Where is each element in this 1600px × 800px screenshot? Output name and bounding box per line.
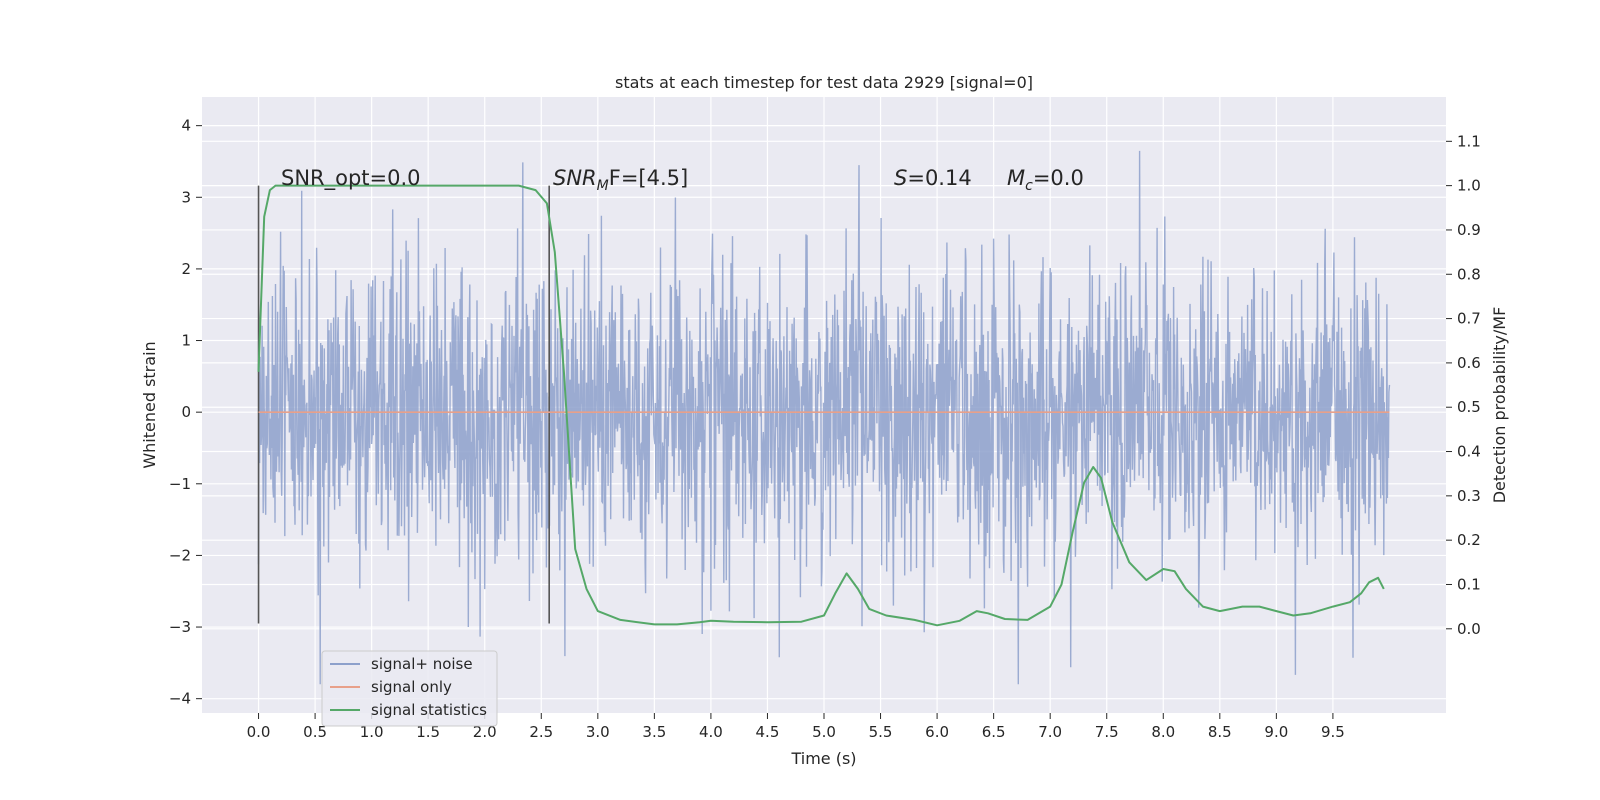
x-tick-label: 6.5 xyxy=(982,723,1006,741)
x-tick-label: 5.5 xyxy=(869,723,893,741)
y-axis-label: Whitened strain xyxy=(140,341,159,468)
x-tick-label: 8.0 xyxy=(1151,723,1175,741)
x-axis-ticks: 0.0 0.5 1.0 1.5 2.0 2.5 3.0 3.5 4.0 4.5 5.0 5.5 6.0 6… xyxy=(247,713,1345,741)
x-tick-label: 2.5 xyxy=(529,723,553,741)
y2-tick-label: 0.6 xyxy=(1457,354,1481,372)
marker-lines xyxy=(257,185,550,624)
y2-tick-label: 0.3 xyxy=(1457,487,1481,505)
annotation-snr-mf: SNRMF=[4.5] xyxy=(553,166,688,194)
y-axis-ticks: −4 −3 −2 −1 0 1 2 3 4 xyxy=(169,117,202,708)
y-tick-label: 4 xyxy=(181,117,191,135)
x-tick-label: 1.0 xyxy=(360,723,384,741)
y2-tick-label: 0.2 xyxy=(1457,531,1481,549)
series-signal-noise xyxy=(257,150,1391,685)
legend: signal+ noise signal only signal statist… xyxy=(321,650,498,727)
y2-axis-ticks: 0.0 0.1 0.2 0.3 0.4 0.5 0.6 0.7 0.8 0.9 1.0 1.1 xyxy=(1446,132,1481,638)
y2-tick-label: 1.0 xyxy=(1457,177,1481,195)
y2-tick-label: 0.9 xyxy=(1457,221,1481,239)
y2-tick-label: 0.1 xyxy=(1457,575,1481,593)
y-tick-label: −2 xyxy=(169,546,191,564)
x-tick-label: 1.5 xyxy=(416,723,440,741)
y2-axis-label: Detection probability/MF xyxy=(1490,307,1509,504)
x-axis-label: Time (s) xyxy=(790,749,856,768)
y-tick-label: 3 xyxy=(181,188,191,206)
y2-tick-label: 0.7 xyxy=(1457,310,1481,328)
y2-tick-label: 0.0 xyxy=(1457,620,1481,638)
y2-tick-label: 0.5 xyxy=(1457,398,1481,416)
x-tick-label: 0.0 xyxy=(247,723,271,741)
x-tick-label: 3.5 xyxy=(642,723,666,741)
x-tick-label: 4.5 xyxy=(756,723,780,741)
y-tick-label: −1 xyxy=(169,475,191,493)
y2-tick-label: 0.8 xyxy=(1457,265,1481,283)
y2-tick-label: 1.1 xyxy=(1457,132,1481,150)
x-tick-label: 0.5 xyxy=(303,723,327,741)
annotation-snr-opt: SNR_opt=0.0 xyxy=(281,166,421,191)
x-tick-label: 4.0 xyxy=(699,723,723,741)
series-signal-statistics xyxy=(257,184,1385,627)
y-tick-label: −4 xyxy=(169,690,191,708)
chart-title: stats at each timestep for test data 292… xyxy=(615,73,1033,92)
legend-box xyxy=(321,650,498,727)
y-tick-label: −3 xyxy=(169,618,191,636)
x-tick-label: 8.5 xyxy=(1208,723,1232,741)
annotation-s: S=0.14 xyxy=(894,166,972,190)
x-tick-label: 7.5 xyxy=(1095,723,1119,741)
legend-label-signal-noise: signal+ noise xyxy=(371,655,473,673)
legend-label-signal-only: signal only xyxy=(371,678,452,696)
x-tick-label: 9.0 xyxy=(1264,723,1288,741)
x-tick-label: 2.0 xyxy=(473,723,497,741)
annotation-mc: Mc=0.0 xyxy=(1007,166,1084,194)
x-tick-label: 6.0 xyxy=(925,723,949,741)
signal-statistics-line xyxy=(257,184,1385,627)
x-tick-label: 5.0 xyxy=(812,723,836,741)
y-tick-label: 1 xyxy=(181,332,191,350)
legend-label-signal-statistics: signal statistics xyxy=(371,701,487,719)
y-tick-label: 2 xyxy=(181,260,191,278)
y2-tick-label: 0.4 xyxy=(1457,443,1481,461)
x-tick-label: 9.5 xyxy=(1321,723,1345,741)
x-tick-label: 3.0 xyxy=(586,723,610,741)
x-tick-label: 7.0 xyxy=(1038,723,1062,741)
signal-noise-line xyxy=(257,150,1391,685)
y-tick-label: 0 xyxy=(181,403,191,421)
